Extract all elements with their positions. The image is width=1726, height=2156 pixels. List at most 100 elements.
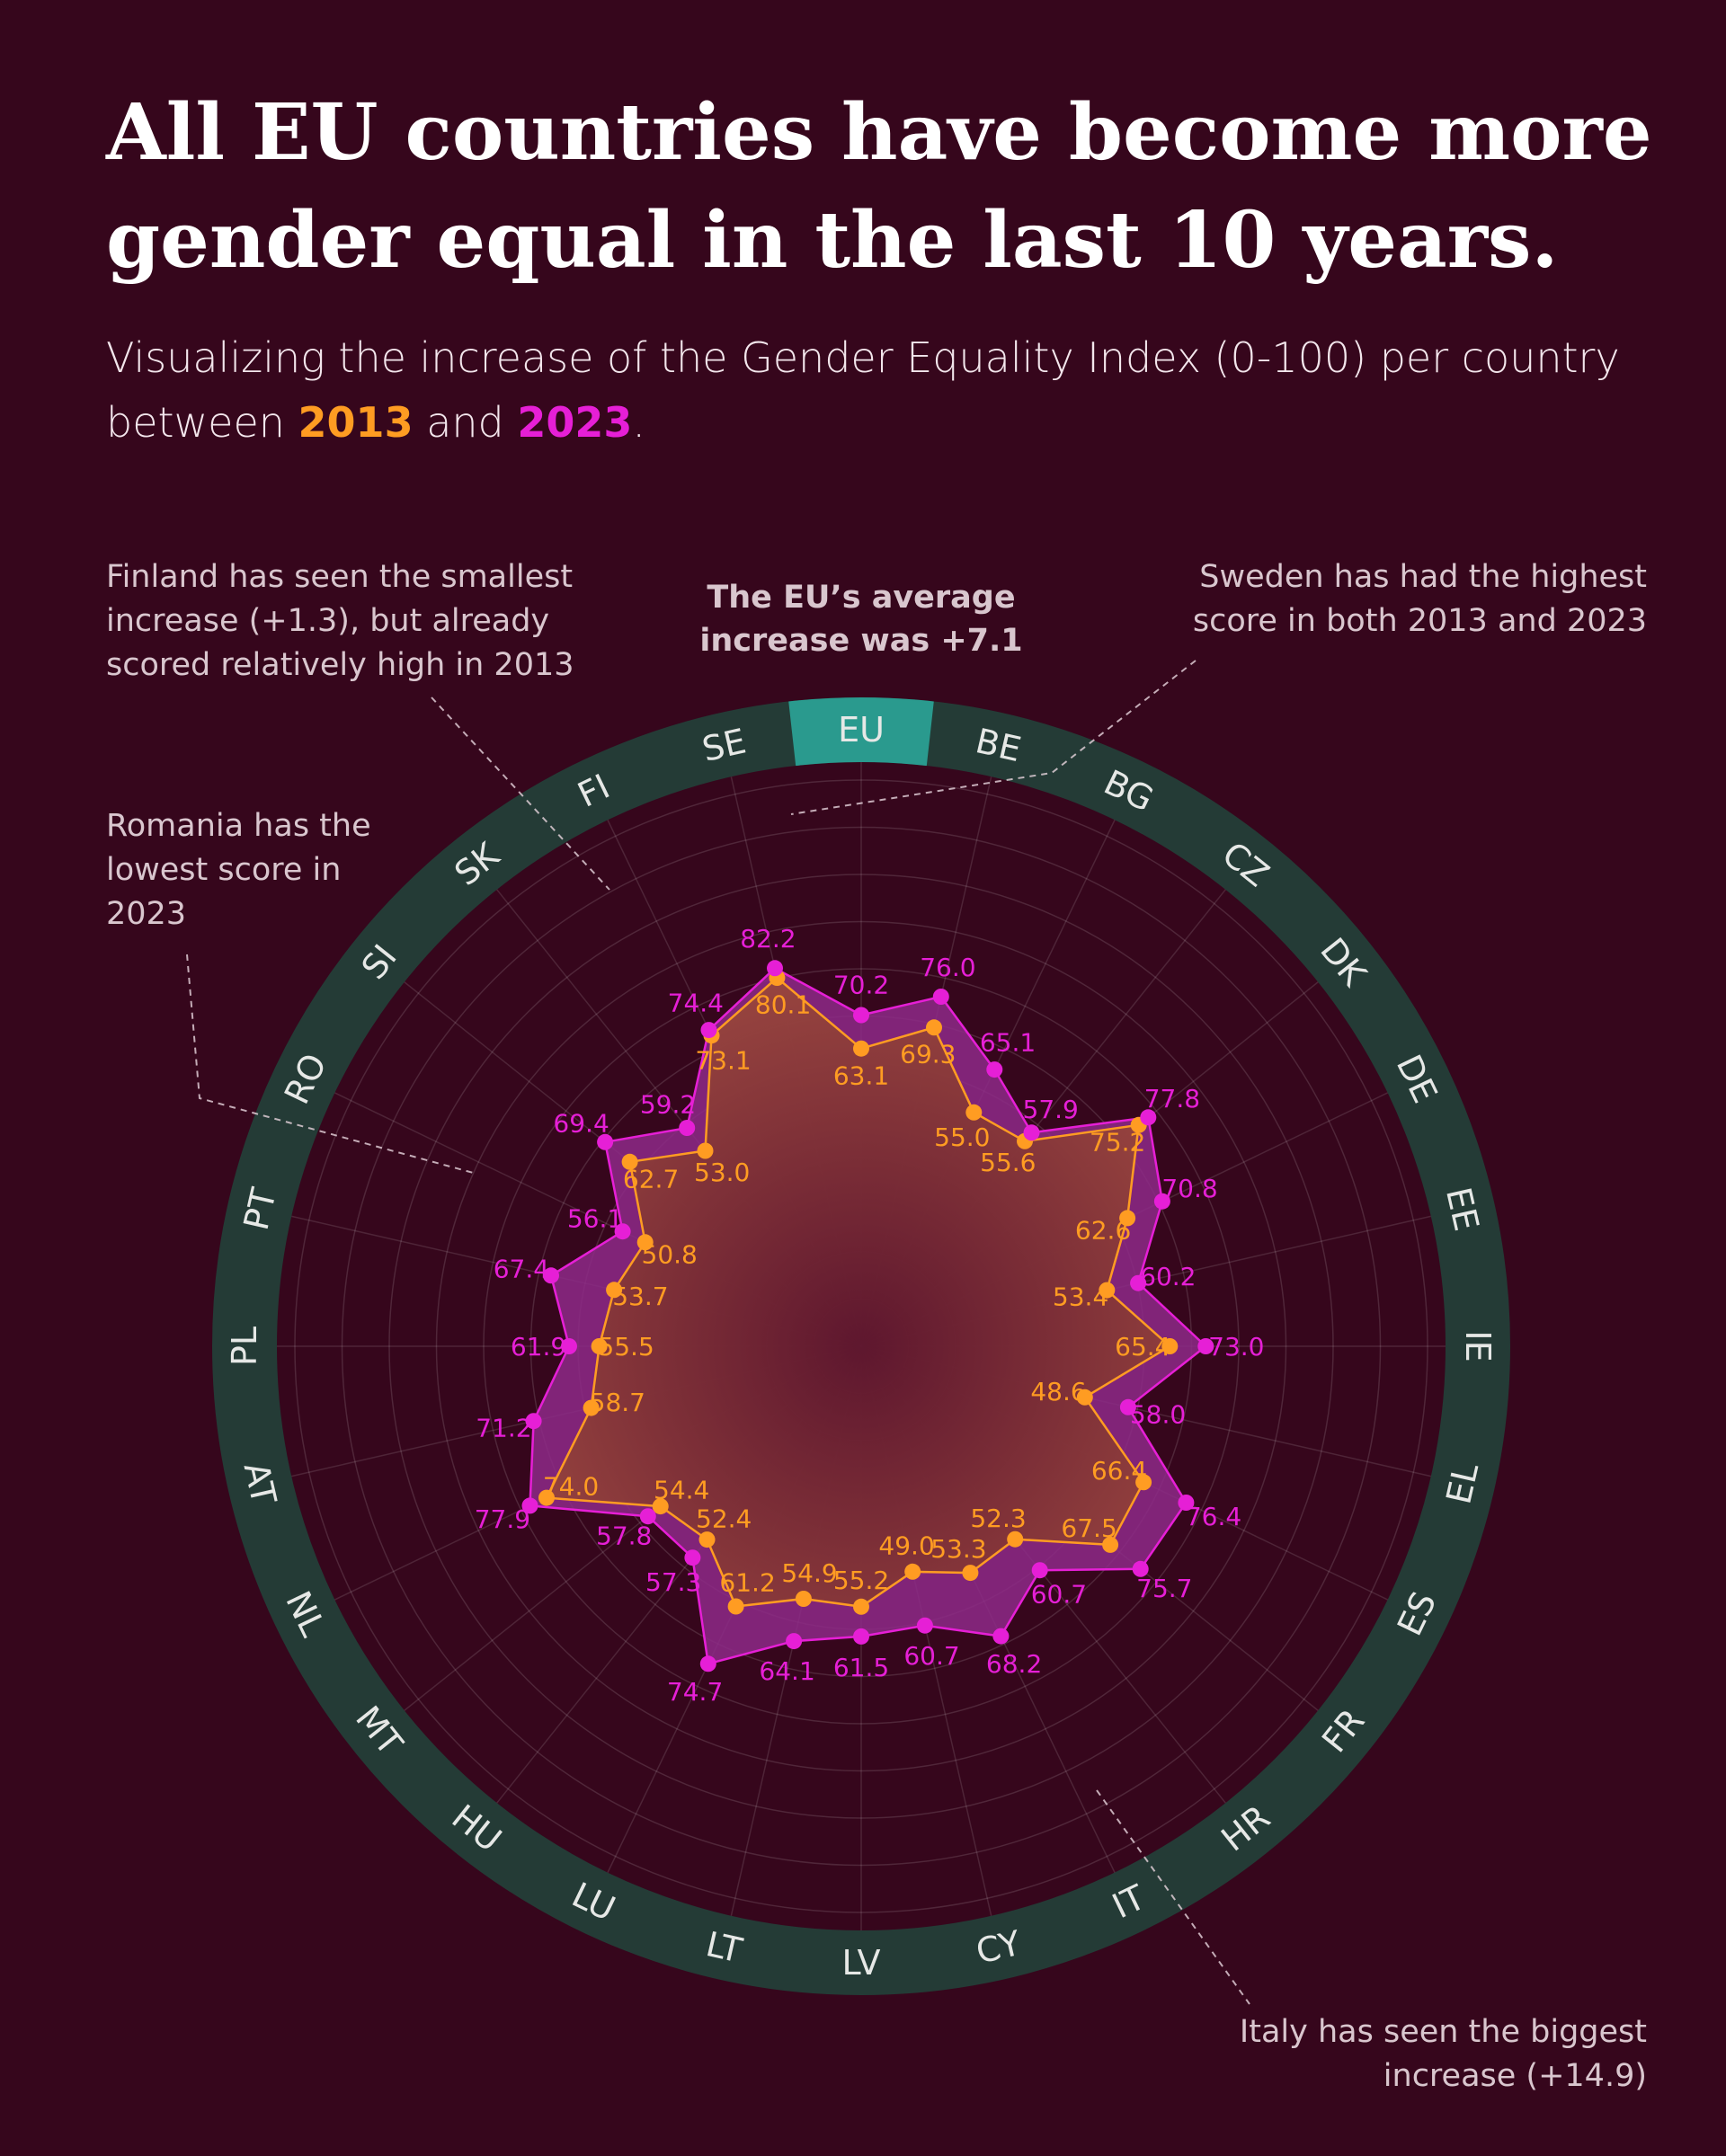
point-2013-pl <box>591 1338 608 1354</box>
point-2013-si <box>621 1153 638 1170</box>
chart-title: All EU countries have become more gender… <box>106 87 1652 286</box>
value-label-2023-hr: 60.7 <box>1031 1580 1087 1610</box>
value-label-2013-se: 80.1 <box>755 989 811 1019</box>
value-label-2013-cy: 49.0 <box>878 1531 934 1561</box>
point-2013-ie <box>1161 1338 1179 1354</box>
point-2013-it <box>962 1565 979 1582</box>
value-label-2023-ro: 56.1 <box>567 1204 623 1234</box>
value-label-2023-el: 58.0 <box>1130 1399 1186 1429</box>
value-labels: 70.2 76.0 65.1 57.9 77.8 70.8 60.2 73.0 58.0 76.4… <box>475 924 1265 1707</box>
point-2023-nl <box>521 1497 538 1514</box>
value-label-2023-ee: 60.2 <box>1140 1262 1196 1291</box>
point-2023-hr <box>1031 1562 1048 1579</box>
subtitle-year-2023: 2023 <box>517 398 633 447</box>
value-label-2023-it: 68.2 <box>986 1649 1042 1679</box>
point-2013-hu <box>698 1531 716 1548</box>
point-2013-pt <box>606 1282 623 1299</box>
point-2023-mt <box>639 1508 656 1525</box>
value-label-2023-cy: 60.7 <box>903 1641 959 1671</box>
leader-sweden <box>790 660 1197 815</box>
value-label-2023-fr: 75.7 <box>1136 1574 1192 1603</box>
value-label-2023-de: 70.8 <box>1161 1174 1217 1203</box>
category-label-ee: EE <box>1438 1184 1487 1235</box>
point-2023-at <box>525 1413 542 1430</box>
value-label-2013-bg: 55.0 <box>934 1122 990 1152</box>
point-2023-cy <box>916 1617 933 1634</box>
point-2023-fi <box>700 1022 717 1039</box>
annotation-sweden-line: Sweden has had the highest <box>1199 559 1647 595</box>
category-label-se: SE <box>698 721 750 769</box>
leader-romania <box>186 954 477 1175</box>
annotation-finland-line: Finland has seen the smallest <box>106 559 573 595</box>
grid-ring <box>294 779 1428 1913</box>
subtitle-and: and <box>413 398 518 447</box>
value-label-2013-de: 62.6 <box>1075 1215 1131 1245</box>
value-label-2023-pl: 61.9 <box>511 1332 566 1362</box>
category-label-pl: PL <box>225 1326 264 1366</box>
value-label-2013-pt: 53.7 <box>612 1282 668 1311</box>
category-label-at: AT <box>236 1459 284 1509</box>
value-label-2023-dk: 77.8 <box>1144 1084 1200 1113</box>
value-label-2023-lu: 74.7 <box>667 1677 723 1707</box>
ring-highlight-segment <box>788 696 934 767</box>
value-label-2013-el: 48.6 <box>1030 1377 1086 1406</box>
annotation-eu-average-line: increase was +7.1 <box>699 623 1022 659</box>
point-2023-be <box>932 989 949 1005</box>
point-2023-eu <box>853 1007 869 1024</box>
value-label-2013-pl: 55.5 <box>598 1332 654 1362</box>
value-label-2023-at: 71.2 <box>476 1414 531 1443</box>
category-label-eu: EU <box>838 710 885 750</box>
subtitle-text: Visualizing the increase of the Gender E… <box>106 333 1620 447</box>
value-label-2013-hu: 52.4 <box>696 1504 752 1534</box>
point-2013-ro <box>636 1234 654 1251</box>
point-2023-sk <box>679 1120 696 1136</box>
annotation-romania-line: Romania has the <box>106 808 371 844</box>
point-2023-hu <box>684 1549 701 1566</box>
value-label-2013-eu: 63.1 <box>833 1061 889 1091</box>
point-2023-se <box>767 960 783 977</box>
point-2013-mt <box>652 1498 669 1515</box>
value-label-2013-sk: 53.0 <box>694 1158 750 1187</box>
category-label-be: BE <box>972 721 1025 769</box>
point-2023-lv <box>853 1628 869 1645</box>
point-2013-ee <box>1099 1282 1116 1299</box>
annotation-italy-line: increase (+14.9) <box>1383 2058 1647 2094</box>
value-label-2013-es: 66.4 <box>1091 1456 1147 1486</box>
value-label-2013-fr: 67.5 <box>1061 1513 1117 1543</box>
category-label-el: EL <box>1438 1460 1486 1508</box>
category-label-pt: PT <box>236 1184 284 1234</box>
leader-finland <box>431 696 610 891</box>
point-2023-cz <box>1023 1124 1040 1141</box>
point-2023-bg <box>986 1061 1003 1078</box>
value-label-2013-it: 53.3 <box>930 1534 986 1564</box>
annotation-leaders <box>186 660 1250 2005</box>
grid-ring <box>388 874 1334 1819</box>
value-label-2013-cz: 55.6 <box>980 1148 1036 1177</box>
point-2023-lt <box>786 1633 803 1650</box>
value-label-2023-sk: 59.2 <box>640 1089 696 1119</box>
subtitle-period: . <box>632 398 646 447</box>
annotation-romania-line: 2023 <box>106 896 186 932</box>
value-label-2013-ro: 50.8 <box>642 1239 698 1269</box>
value-label-2013-mt: 54.4 <box>654 1475 709 1504</box>
leader-italy <box>1096 1789 1250 2005</box>
value-label-2023-hu: 57.3 <box>645 1567 701 1597</box>
point-2023-de <box>1153 1193 1170 1210</box>
grid-ring <box>435 920 1287 1772</box>
value-label-2023-lv: 61.5 <box>833 1653 889 1682</box>
point-2013-de <box>1119 1210 1136 1227</box>
category-label-ie: IE <box>1458 1330 1498 1362</box>
value-label-2023-nl: 77.9 <box>475 1504 530 1534</box>
value-label-2023-fi: 74.4 <box>668 988 724 1017</box>
value-label-2023-si: 69.4 <box>553 1109 609 1139</box>
value-label-2013-fi: 73.1 <box>695 1045 751 1075</box>
point-2023-ee <box>1130 1274 1147 1291</box>
point-2013-lu <box>727 1598 744 1615</box>
value-label-2023-cz: 57.9 <box>1023 1095 1079 1124</box>
point-2013-lv <box>853 1598 869 1615</box>
subtitle-year-2013: 2013 <box>298 398 414 447</box>
value-label-2013-ie: 65.4 <box>1115 1332 1170 1362</box>
value-label-2013-lu: 61.2 <box>719 1568 775 1598</box>
country-ring <box>212 696 1510 1995</box>
point-2013-sk <box>697 1142 714 1159</box>
